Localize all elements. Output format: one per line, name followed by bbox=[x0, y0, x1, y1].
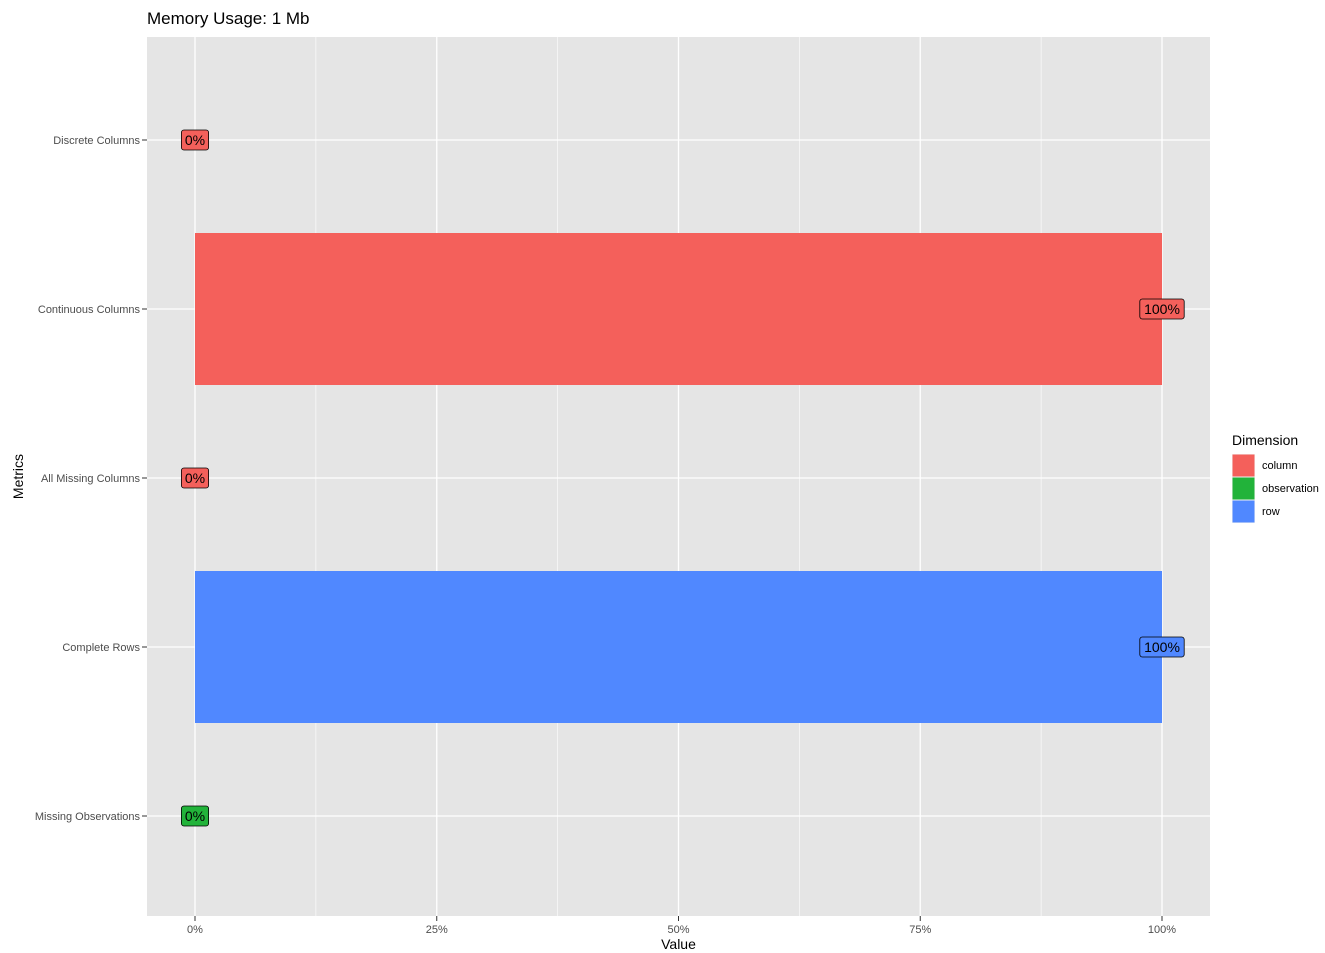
x-tick-label: 25% bbox=[426, 924, 448, 936]
x-tick-label: 100% bbox=[1148, 924, 1176, 936]
legend-key-observation bbox=[1232, 477, 1255, 500]
x-axis-title: Value bbox=[661, 936, 696, 952]
chart-title: Memory Usage: 1 Mb bbox=[147, 9, 310, 28]
data-label: 100% bbox=[1144, 301, 1180, 317]
data-label-box bbox=[180, 467, 209, 489]
legend-label: observation bbox=[1262, 483, 1319, 495]
bar-row bbox=[195, 571, 1162, 723]
data-label: 0% bbox=[185, 470, 205, 486]
bar-column bbox=[195, 233, 1162, 385]
x-tick-label: 75% bbox=[909, 924, 931, 936]
y-tick-label: Continuous Columns bbox=[38, 304, 141, 316]
legend-label: row bbox=[1262, 506, 1280, 518]
legend-key-row bbox=[1232, 500, 1255, 523]
legend-label: column bbox=[1262, 460, 1297, 472]
data-label: 100% bbox=[1144, 639, 1180, 655]
x-tick-label: 0% bbox=[187, 924, 203, 936]
y-tick-label: Discrete Columns bbox=[53, 135, 140, 147]
data-label-box bbox=[1139, 298, 1185, 320]
y-axis-title: Metrics bbox=[10, 454, 26, 499]
data-label: 0% bbox=[185, 132, 205, 148]
y-tick-label: Complete Rows bbox=[62, 642, 140, 654]
legend-key-column bbox=[1232, 454, 1255, 477]
data-label-box bbox=[180, 805, 209, 827]
y-tick-label: Missing Observations bbox=[35, 811, 141, 823]
data-label-box bbox=[180, 129, 209, 151]
legend-title: Dimension bbox=[1232, 432, 1298, 448]
y-tick-label: All Missing Columns bbox=[41, 473, 141, 485]
data-label-box bbox=[1139, 636, 1185, 658]
data-label: 0% bbox=[185, 808, 205, 824]
x-tick-label: 50% bbox=[667, 924, 689, 936]
